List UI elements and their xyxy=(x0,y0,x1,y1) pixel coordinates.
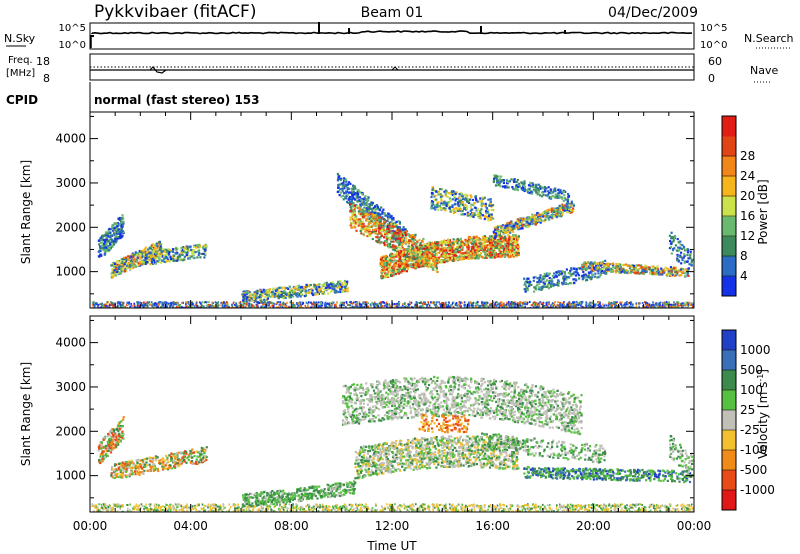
colorbar-swatch xyxy=(722,490,736,511)
x-tick-label: 08:00 xyxy=(274,519,309,533)
colorbar-swatch xyxy=(722,256,736,277)
colorbar-swatch xyxy=(722,216,736,237)
colorbar-swatch xyxy=(722,430,736,451)
velocity-colorbar-label-sup: -1 xyxy=(756,374,765,382)
colorbar-tick-label: 500 xyxy=(740,363,763,377)
x-tick-label: 04:00 xyxy=(173,519,208,533)
colorbar-frame xyxy=(721,329,737,511)
velocity-panel: 1000 2000 3000 4000 00:00 04:00 08:00 12:00 16:0… xyxy=(19,315,775,553)
power-panel: 1000 2000 3000 4000 Slant Range [km] 4 8 12 16… xyxy=(19,111,770,309)
colorbar-tick-label: -500 xyxy=(740,463,767,477)
y-tick-label: 1000 xyxy=(55,265,86,279)
beam-label: Beam 01 xyxy=(361,5,424,21)
colorbar-tick-label: 16 xyxy=(740,209,755,223)
nsearch-tick-bottom: 10^0 xyxy=(700,40,727,51)
colorbar-tick-label: 28 xyxy=(740,149,755,163)
colorbar-swatch xyxy=(722,136,736,157)
colorbar-swatch xyxy=(722,276,736,297)
noise-strip-frame xyxy=(89,22,695,50)
colorbar-swatch xyxy=(722,236,736,257)
nsearch-label: N.Search xyxy=(744,32,794,45)
x-tick-label: 20:00 xyxy=(576,519,611,533)
velocity-data xyxy=(91,375,694,512)
colorbar-tick-label: 20 xyxy=(740,189,755,203)
cpid-text: normal (fast stereo) 153 xyxy=(94,93,260,107)
freq-label-1: Freq. xyxy=(8,55,33,66)
colorbar-frame xyxy=(721,115,737,297)
velocity-colorbar-label-end: ] xyxy=(756,369,770,374)
colorbar-swatch xyxy=(722,410,736,431)
y-tick-label: 3000 xyxy=(55,380,86,394)
y-tick-label: 1000 xyxy=(55,469,86,483)
colorbar-tick-label: 4 xyxy=(740,269,748,283)
colorbar-swatch xyxy=(722,116,736,137)
x-tick-label: 16:00 xyxy=(475,519,510,533)
nsky-trace xyxy=(91,30,693,35)
y-tick-label: 4000 xyxy=(55,132,86,146)
figure-title: Pykkvibaer (fitACF) xyxy=(94,2,256,22)
x-tick-label: 12:00 xyxy=(375,519,410,533)
nsky-tick-bottom: 10^0 xyxy=(59,40,86,51)
colorbar-tick-label: 1000 xyxy=(740,343,771,357)
colorbar-tick-label: 8 xyxy=(740,249,748,263)
colorbar-swatch xyxy=(722,156,736,177)
power-colorbar-label: Power [dB] xyxy=(756,179,770,244)
x-tick-label: 00:00 xyxy=(677,519,712,533)
velocity-ylabel: Slant Range [km] xyxy=(19,362,33,466)
date-label: 04/Dec/2009 xyxy=(608,5,698,21)
y-tick-label: 2000 xyxy=(55,424,86,438)
freq-tick-top: 18 xyxy=(36,55,50,68)
colorbar-tick-label: -25 xyxy=(740,423,760,437)
colorbar-swatch xyxy=(722,370,736,391)
freq-label-2: [MHz] xyxy=(6,68,35,79)
colorbar-tick-label: 12 xyxy=(740,229,755,243)
power-ylabel: Slant Range [km] xyxy=(19,160,33,264)
nave-tick-bottom: 0 xyxy=(708,72,715,85)
colorbar-tick-label: 24 xyxy=(740,169,755,183)
velocity-colorbar-label-main: Velocity [m s xyxy=(756,382,770,459)
colorbar-swatch xyxy=(722,196,736,217)
nave-label: Nave xyxy=(750,64,778,77)
colorbar-swatch xyxy=(722,450,736,471)
colorbar-tick-label: -100 xyxy=(740,443,767,457)
y-tick-label: 2000 xyxy=(55,220,86,234)
colorbar-tick-label: -1000 xyxy=(740,483,775,497)
x-axis-label: Time UT xyxy=(366,539,417,553)
y-tick-label: 4000 xyxy=(55,336,86,350)
colorbar-tick-label: 25 xyxy=(740,403,755,417)
x-tick-label: 00:00 xyxy=(73,519,108,533)
velocity-colorbar: 1000 500 100 25 -25 -100 -500 -1000 xyxy=(721,329,775,511)
colorbar-swatch xyxy=(722,330,736,351)
colorbar-swatch xyxy=(722,350,736,371)
velocity-colorbar-label: Velocity [m s-1] xyxy=(756,369,771,459)
colorbar-swatch xyxy=(722,176,736,197)
cpid-label: CPID xyxy=(6,93,38,107)
colorbar-tick-label: 100 xyxy=(740,383,763,397)
nave-tick-top: 60 xyxy=(708,55,722,68)
colorbar-swatch xyxy=(722,390,736,411)
nsky-tick-top: 10^5 xyxy=(59,23,86,34)
colorbar-swatch xyxy=(722,470,736,491)
nsky-label: N.Sky xyxy=(4,32,36,45)
y-tick-label: 3000 xyxy=(55,176,86,190)
power-colorbar: 4 8 12 16 20 24 28 xyxy=(721,115,755,297)
power-data xyxy=(91,172,694,308)
freq-tick-bottom: 8 xyxy=(43,72,50,85)
nsearch-tick-top: 10^5 xyxy=(700,23,727,34)
